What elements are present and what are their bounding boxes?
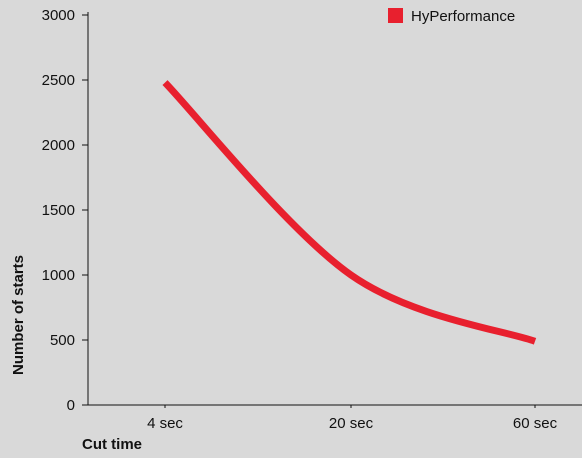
- x-tick-label: 4 sec: [147, 415, 183, 432]
- y-tick-label: 2500: [42, 72, 75, 89]
- x-tick-labels: 4 sec 20 sec 60 sec: [147, 405, 558, 432]
- x-axis-title: Cut time: [82, 436, 142, 453]
- x-tick-label: 20 sec: [329, 415, 374, 432]
- series-layer: [162, 80, 537, 345]
- y-tick-label: 1000: [42, 267, 75, 284]
- series-line-hyperformance: [162, 80, 537, 345]
- legend-swatch: [388, 8, 403, 23]
- legend-label: HyPerformance: [411, 8, 515, 25]
- legend: HyPerformance: [388, 8, 515, 25]
- y-tick-label: 500: [50, 332, 75, 349]
- y-tick-label: 0: [67, 397, 75, 414]
- y-tick-label: 1500: [42, 202, 75, 219]
- y-axis-title: Number of starts: [10, 255, 27, 375]
- y-tick-label: 2000: [42, 137, 75, 154]
- y-tick-labels: 0 500 1000 1500 2000 2500 3000: [42, 7, 88, 414]
- y-tick-label: 3000: [42, 7, 75, 24]
- x-tick-label: 60 sec: [513, 415, 558, 432]
